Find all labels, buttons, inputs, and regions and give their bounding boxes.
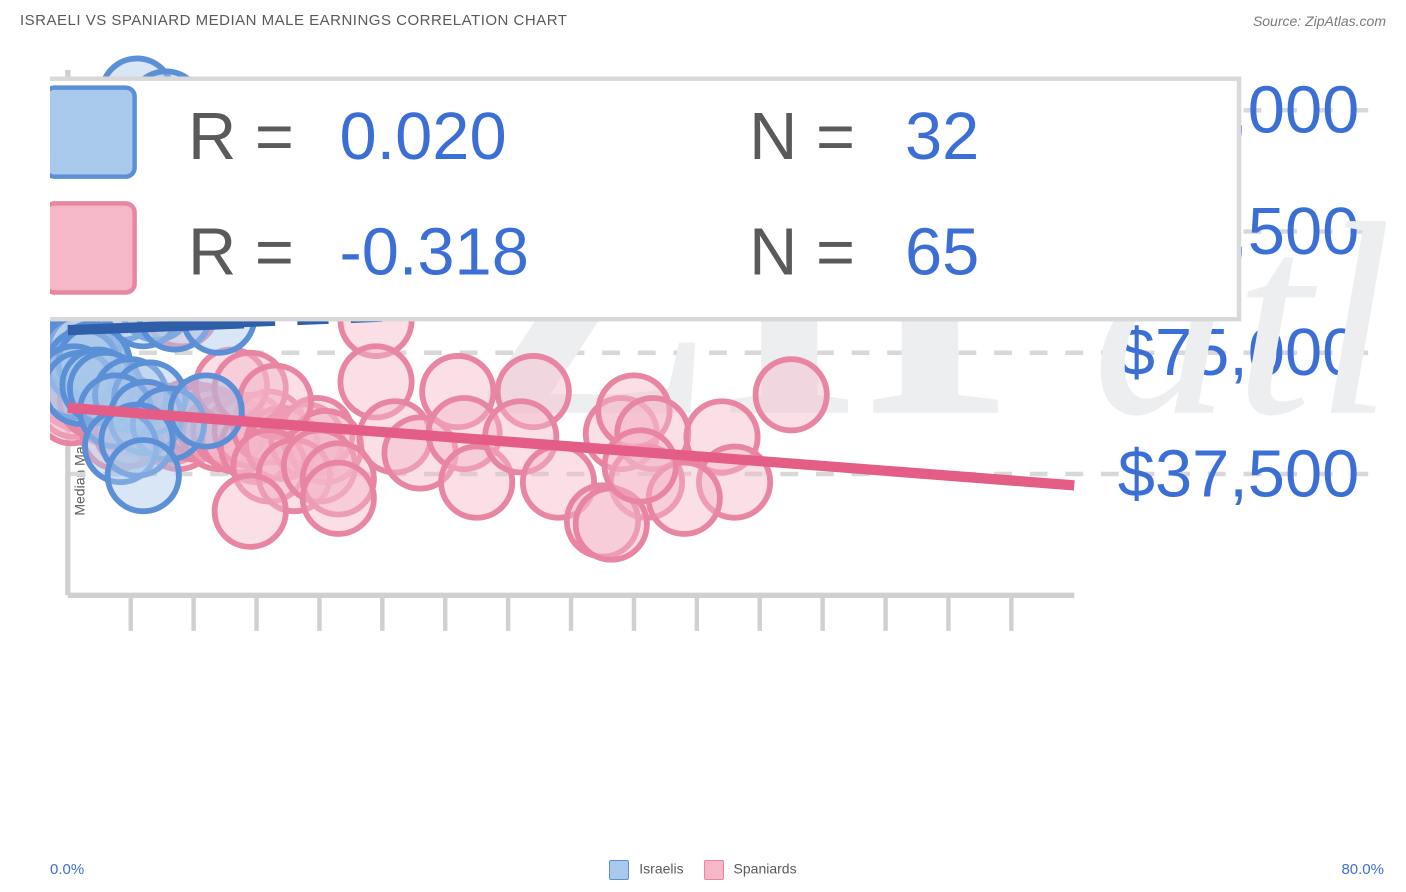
svg-text:R =: R = (188, 216, 294, 290)
bottom-legend: Israelis Spaniards (0, 860, 1406, 880)
chart-title: ISRAELI VS SPANIARD MEDIAN MALE EARNINGS… (20, 12, 567, 29)
swatch-israelis (609, 860, 629, 880)
legend-label-spaniards: Spaniards (734, 861, 797, 877)
svg-text:32: 32 (905, 100, 979, 174)
svg-text:R =: R = (188, 100, 294, 174)
svg-text:65: 65 (905, 216, 979, 290)
svg-text:N =: N = (749, 100, 855, 174)
legend-label-israelis: Israelis (639, 861, 683, 877)
svg-text:0.020: 0.020 (339, 100, 506, 174)
swatch-spaniards (704, 860, 724, 880)
svg-text:-0.318: -0.318 (339, 216, 528, 290)
legend-item-israelis: Israelis (609, 860, 683, 880)
scatter-chart: $37,500$75,000$112,500$150,000ZIPatlasR … (50, 52, 1386, 720)
legend-item-spaniards: Spaniards (704, 860, 797, 880)
source-attribution: Source: ZipAtlas.com (1253, 13, 1386, 29)
svg-text:N =: N = (749, 216, 855, 290)
